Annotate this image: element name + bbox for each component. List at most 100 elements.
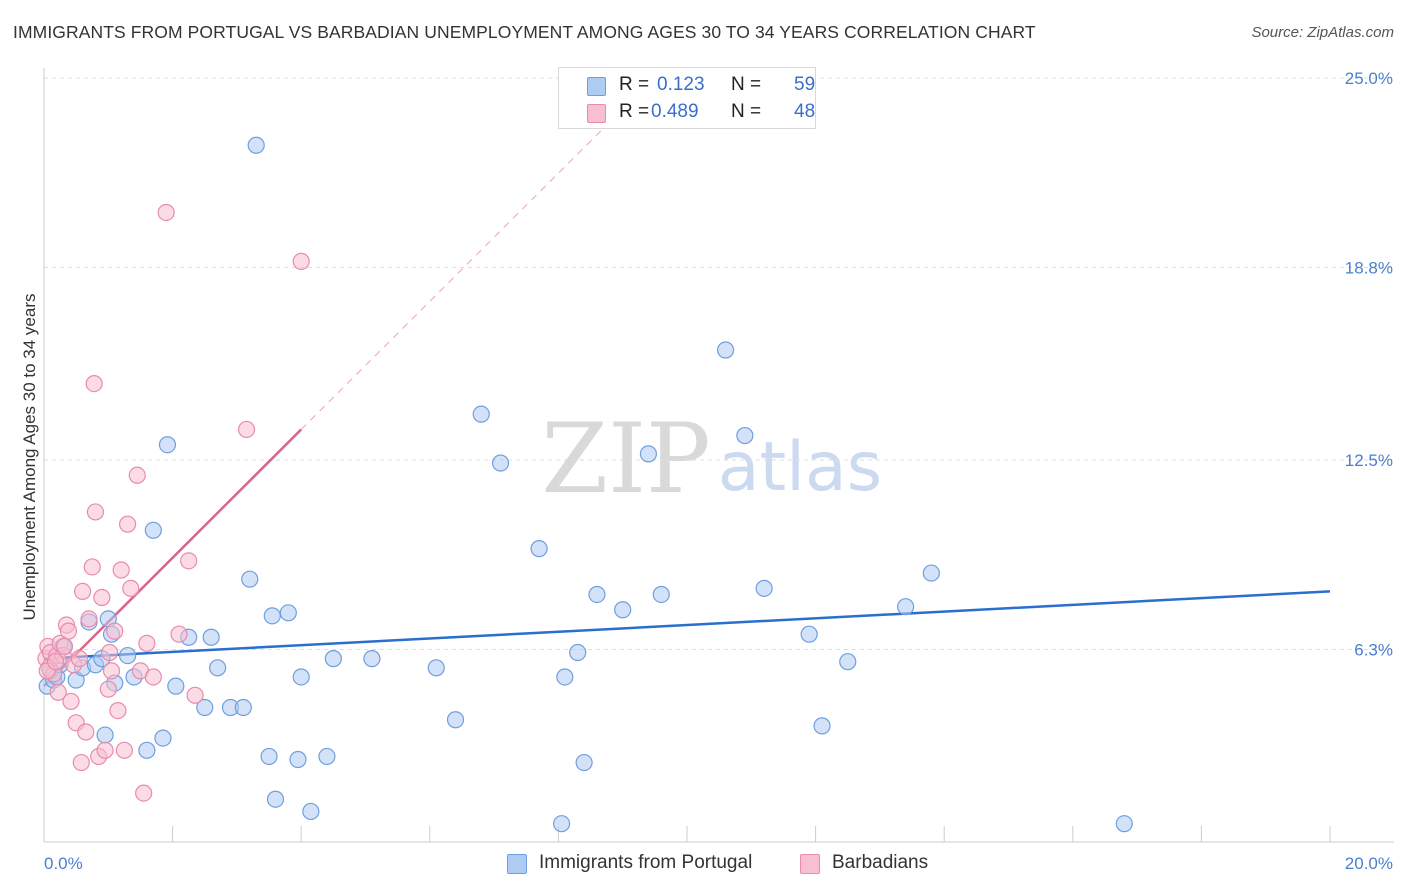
point-portugal (247, 136, 265, 154)
point-portugal (755, 579, 773, 597)
point-portugal (118, 646, 137, 665)
y-axis-label: Unemployment Among Ages 30 to 34 years (20, 294, 39, 621)
point-barbadians (59, 622, 78, 640)
point-portugal (716, 341, 735, 359)
legend-n-value: 59 (794, 74, 816, 95)
point-portugal (800, 625, 818, 643)
point-barbadians (77, 723, 95, 741)
point-portugal (427, 659, 445, 677)
watermark-zip: ZIP (541, 403, 710, 515)
point-barbadians (62, 692, 80, 711)
chart-title: IMMIGRANTS FROM PORTUGAL VS BARBADIAN UN… (13, 22, 1036, 42)
point-barbadians (102, 662, 121, 680)
point-portugal (491, 454, 510, 472)
legend-n-label: N = (731, 101, 762, 122)
point-portugal (839, 653, 857, 671)
point-barbadians (138, 634, 156, 652)
y-tick-label: 18.8% (1345, 258, 1393, 277)
trend-line-barbadians (43, 428, 303, 688)
point-portugal (209, 659, 227, 677)
legend-swatch-blue (587, 77, 606, 96)
point-portugal (158, 436, 177, 454)
bottom-legend-swatch-pink (800, 854, 820, 874)
point-barbadians (115, 741, 133, 759)
point-barbadians (112, 561, 130, 579)
y-tick-label: 12.5% (1345, 451, 1393, 470)
tick-labels: 6.3% 12.5% 18.8% 25.0% 0.0% 20.0% (44, 69, 1393, 873)
point-portugal (144, 521, 162, 539)
trend-line-barbadians-extension (300, 95, 636, 430)
point-barbadians (46, 653, 65, 671)
point-barbadians (122, 579, 140, 597)
point-portugal (324, 650, 342, 668)
point-portugal (614, 601, 632, 619)
legend-n-label: N = (731, 74, 762, 95)
point-barbadians (135, 784, 153, 802)
legend-r-label: R = (619, 74, 650, 95)
point-portugal (922, 564, 940, 582)
point-barbadians (237, 420, 256, 439)
point-portugal (266, 790, 285, 808)
point-barbadians (186, 686, 204, 704)
point-barbadians (144, 668, 162, 686)
point-barbadians (180, 552, 198, 570)
point-barbadians (128, 466, 146, 484)
point-barbadians (49, 683, 67, 701)
source-label: Source: ZipAtlas.com (1251, 24, 1394, 41)
point-barbadians (72, 753, 90, 772)
point-portugal (553, 815, 571, 833)
point-barbadians (157, 203, 175, 222)
bottom-legend-label: Barbadians (832, 852, 929, 873)
point-portugal (556, 668, 574, 686)
point-portugal (446, 711, 465, 729)
point-barbadians (83, 558, 101, 576)
point-portugal (588, 585, 606, 604)
correlation-legend: R = 0.123 N = 59 R = 0.489 N = 48 (558, 67, 816, 129)
point-portugal (813, 717, 831, 735)
point-barbadians (85, 375, 103, 393)
grid-lines (44, 77, 1394, 650)
point-portugal (138, 741, 156, 759)
bottom-legend-label: Immigrants from Portugal (539, 852, 753, 873)
legend-swatch-pink (587, 104, 606, 123)
y-tick-label: 25.0% (1345, 69, 1393, 88)
point-portugal (279, 604, 297, 622)
point-portugal (1115, 815, 1133, 833)
point-portugal (260, 747, 278, 766)
point-portugal (234, 698, 252, 717)
point-barbadians (118, 515, 137, 533)
point-barbadians (99, 680, 117, 698)
point-barbadians (109, 701, 127, 720)
point-barbadians (96, 741, 114, 759)
bottom-legend-swatch-blue (507, 854, 527, 874)
point-portugal (154, 729, 172, 747)
point-portugal (639, 445, 658, 463)
point-portugal (569, 643, 587, 662)
x-tick-label-max: 20.0% (1345, 854, 1393, 873)
legend-r-value: 0.489 (651, 101, 699, 122)
point-portugal (318, 747, 336, 766)
point-barbadians (292, 252, 310, 270)
point-portugal (96, 726, 114, 744)
point-barbadians (86, 503, 105, 521)
point-portugal (363, 650, 381, 668)
point-portugal (292, 668, 310, 686)
point-portugal (652, 585, 670, 604)
point-barbadians (170, 625, 188, 643)
point-portugal (289, 750, 307, 769)
point-barbadians (93, 588, 111, 607)
point-barbadians (80, 610, 98, 628)
point-barbadians (100, 643, 119, 662)
point-portugal (196, 698, 214, 717)
point-portugal (167, 677, 185, 695)
point-barbadians (70, 650, 88, 668)
trend-line-portugal (43, 590, 1331, 660)
y-tick-label: 6.3% (1354, 640, 1393, 659)
point-barbadians (106, 622, 124, 640)
legend-n-value: 48 (794, 101, 816, 122)
point-portugal (472, 405, 490, 423)
point-portugal (302, 802, 320, 821)
axes (43, 68, 1394, 843)
x-tick-label-min: 0.0% (44, 854, 83, 873)
